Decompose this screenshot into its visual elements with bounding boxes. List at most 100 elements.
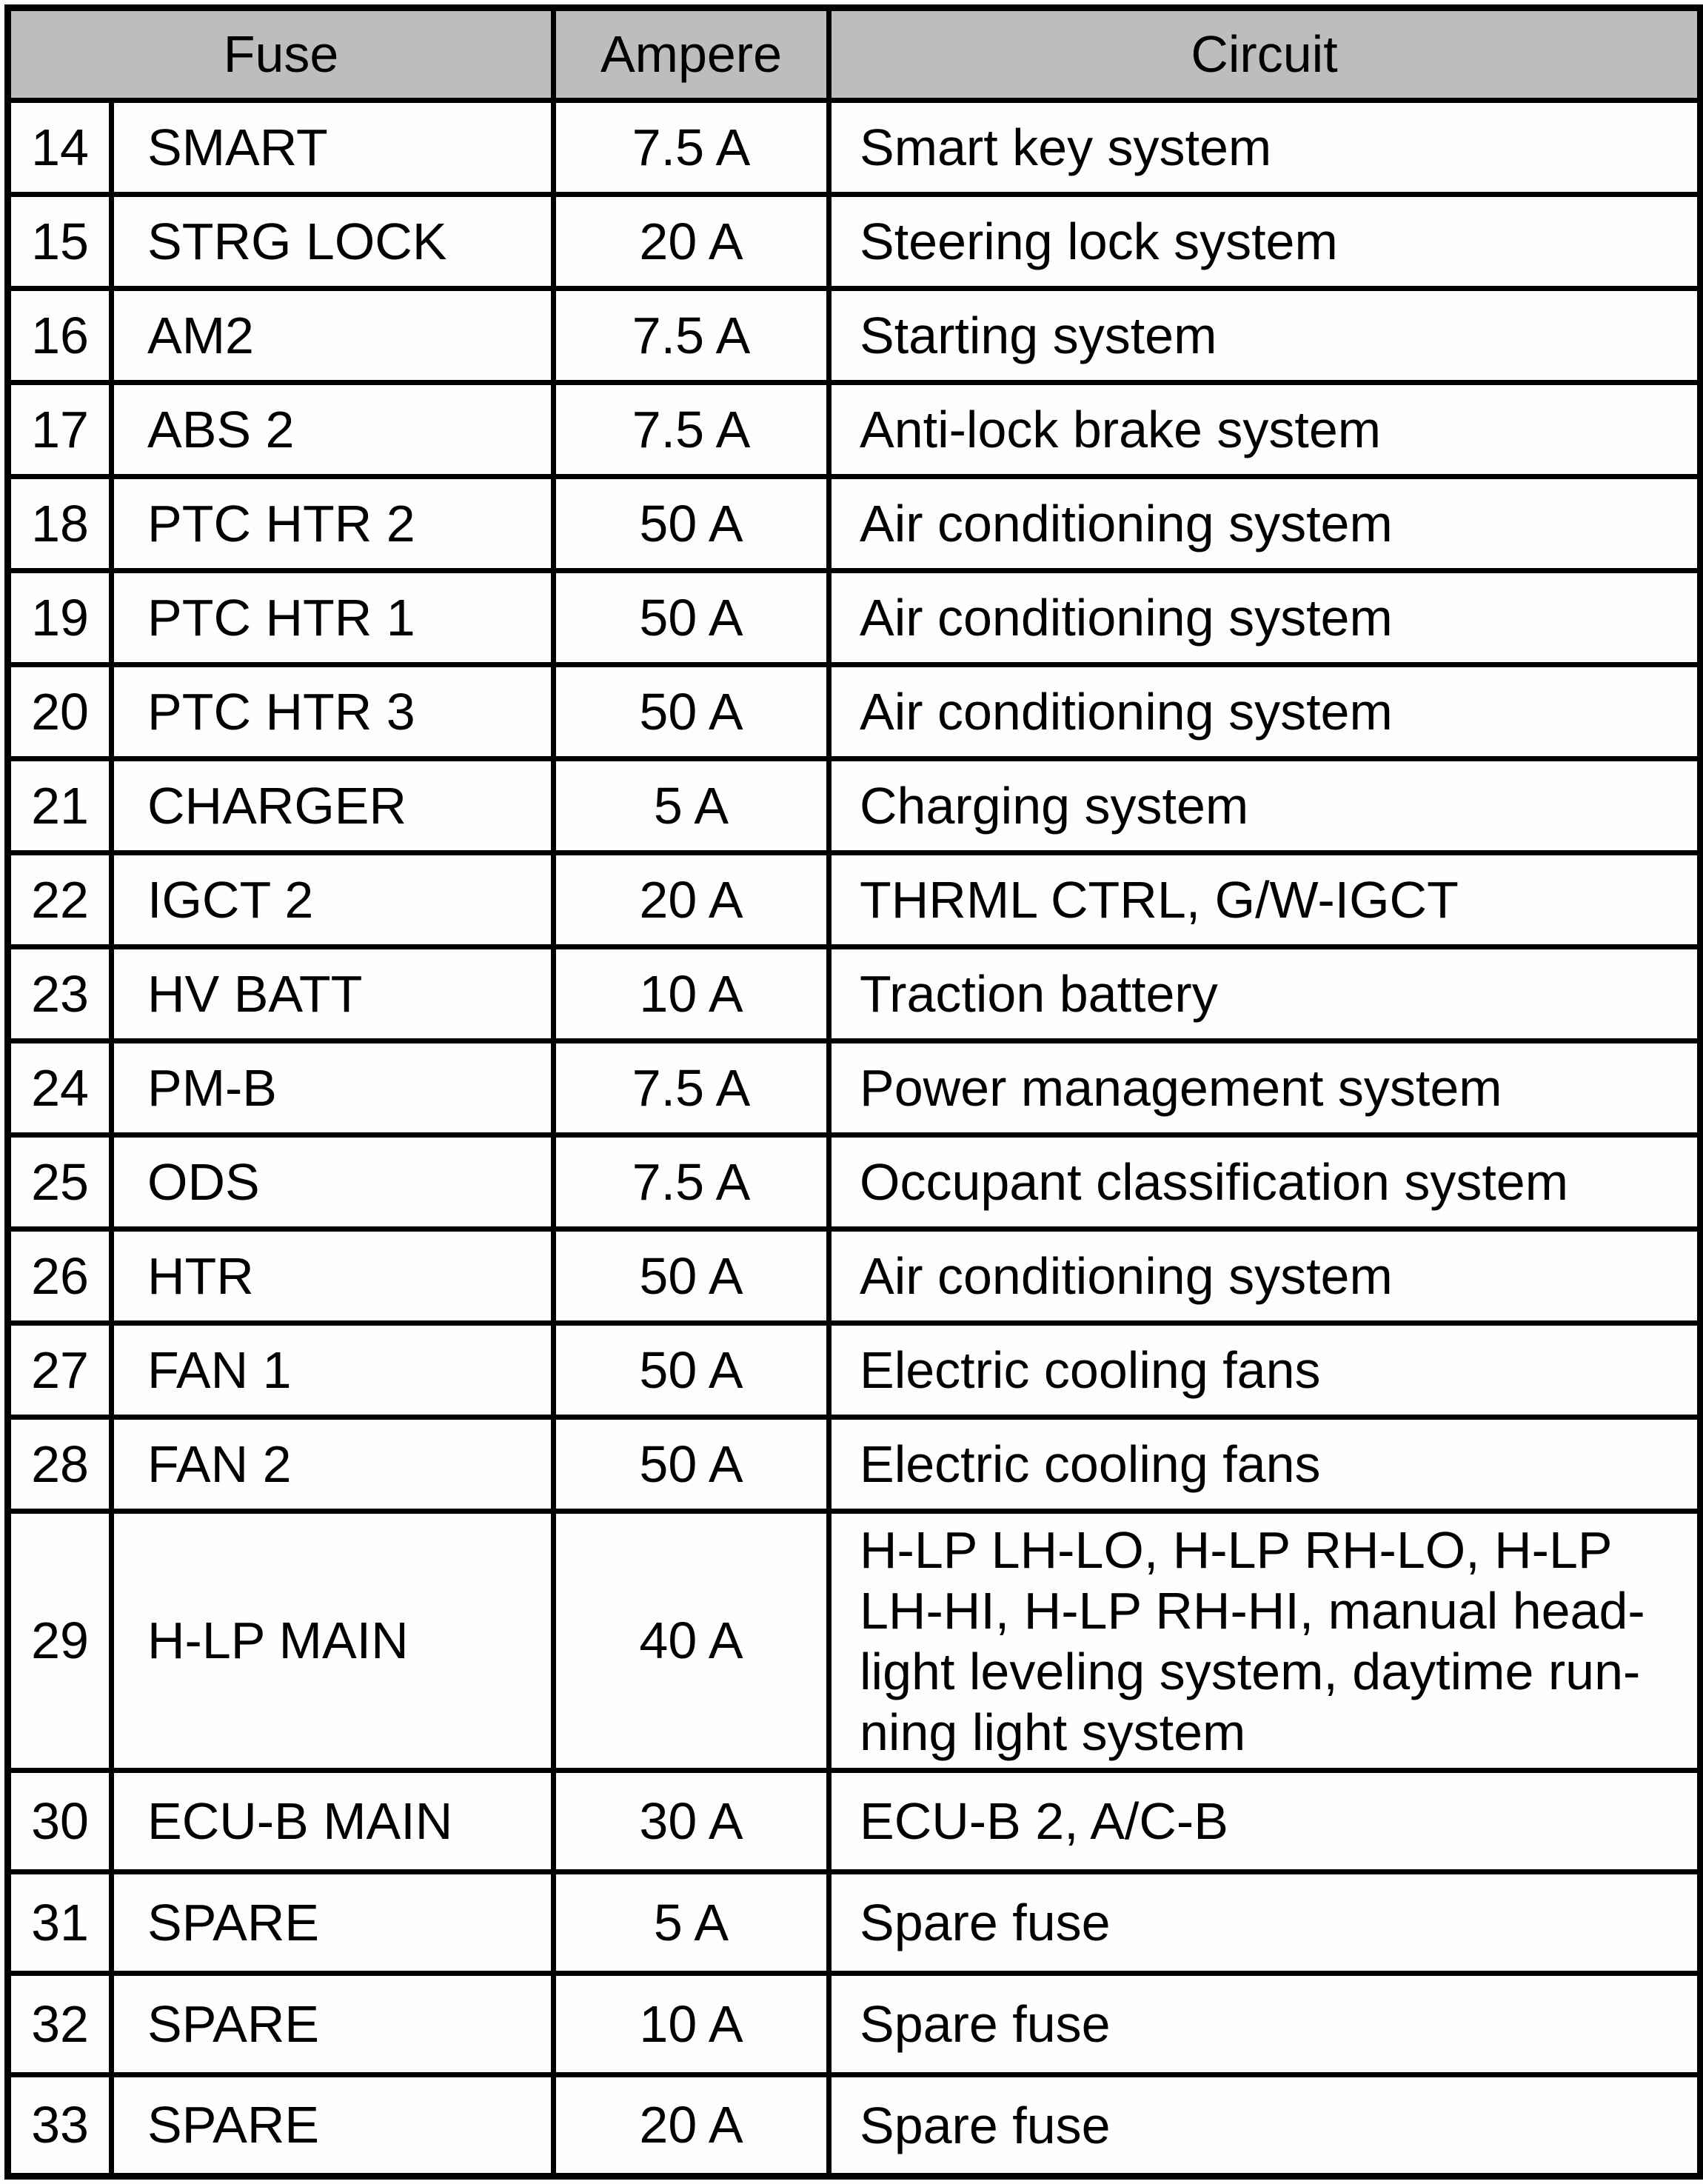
circuit-cell: Electric cooling fans bbox=[826, 1320, 1703, 1420]
table-row: 29 H-LP MAIN 40 A H-LP LH-LO, H-LP RH-LO… bbox=[5, 1509, 1703, 1773]
fuse-name-cell: CHARGER bbox=[109, 756, 556, 855]
ampere-cell: 50 A bbox=[551, 1415, 832, 1514]
table-row: 16 AM2 7.5 A Starting system bbox=[5, 286, 1703, 385]
fuse-name-cell: FAN 2 bbox=[109, 1415, 556, 1514]
table-row: 23 HV BATT 10 A Traction battery bbox=[5, 944, 1703, 1043]
table-row: 27 FAN 1 50 A Electric cooling fans bbox=[5, 1320, 1703, 1420]
circuit-cell: H-LP LH-LO, H-LP RH-LO, H-LP LH-HI, H-LP… bbox=[826, 1509, 1703, 1773]
table-row: 22 IGCT 2 20 A THRML CTRL, G/W-IGCT bbox=[5, 850, 1703, 949]
ampere-cell: 5 A bbox=[551, 1869, 832, 1976]
ampere-cell: 7.5 A bbox=[551, 1132, 832, 1232]
table-row: 14 SMART 7.5 A Smart key system bbox=[5, 98, 1703, 197]
circuit-cell: Air conditioning system bbox=[826, 568, 1703, 667]
circuit-cell: Spare fuse bbox=[826, 1869, 1703, 1976]
circuit-cell: Anti-lock brake system bbox=[826, 380, 1703, 479]
circuit-cell: Spare fuse bbox=[826, 2072, 1703, 2179]
circuit-cell: Spare fuse bbox=[826, 1971, 1703, 2077]
table-row: 25 ODS 7.5 A Occupant classification sys… bbox=[5, 1132, 1703, 1232]
fuse-name-cell: ABS 2 bbox=[109, 380, 556, 479]
table-row: 17 ABS 2 7.5 A Anti-lock brake system bbox=[5, 380, 1703, 479]
circuit-cell: Steering lock system bbox=[826, 192, 1703, 291]
ampere-cell: 5 A bbox=[551, 756, 832, 855]
circuit-cell: ECU-B 2, A/C-B bbox=[826, 1768, 1703, 1874]
circuit-cell: Occupant classification system bbox=[826, 1132, 1703, 1232]
fuse-name-cell: STRG LOCK bbox=[109, 192, 556, 291]
fuse-name-cell: AM2 bbox=[109, 286, 556, 385]
circuit-cell: Air conditioning system bbox=[826, 1226, 1703, 1326]
fuse-number-cell: 16 bbox=[5, 286, 114, 385]
fuse-name-cell: SPARE bbox=[109, 2072, 556, 2179]
fuse-number-cell: 17 bbox=[5, 380, 114, 479]
fuse-number-cell: 15 bbox=[5, 192, 114, 291]
fuse-number-cell: 33 bbox=[5, 2072, 114, 2179]
fuse-number-cell: 29 bbox=[5, 1509, 114, 1773]
ampere-cell: 7.5 A bbox=[551, 1038, 832, 1138]
ampere-cell: 20 A bbox=[551, 2072, 832, 2179]
ampere-cell: 7.5 A bbox=[551, 98, 832, 197]
fuse-number-cell: 20 bbox=[5, 662, 114, 761]
ampere-cell: 10 A bbox=[551, 1971, 832, 2077]
fuse-number-cell: 30 bbox=[5, 1768, 114, 1874]
fuse-number-cell: 25 bbox=[5, 1132, 114, 1232]
fuse-number-cell: 28 bbox=[5, 1415, 114, 1514]
fuse-table: Fuse Ampere Circuit 14 SMART 7.5 A Smart… bbox=[4, 4, 1703, 2180]
fuse-name-cell: ECU-B MAIN bbox=[109, 1768, 556, 1874]
table-row: 31 SPARE 5 A Spare fuse bbox=[5, 1869, 1703, 1976]
header-fuse: Fuse bbox=[5, 5, 556, 103]
circuit-cell: THRML CTRL, G/W-IGCT bbox=[826, 850, 1703, 949]
fuse-name-cell: IGCT 2 bbox=[109, 850, 556, 949]
fuse-number-cell: 22 bbox=[5, 850, 114, 949]
table-row: 21 CHARGER 5 A Charging system bbox=[5, 756, 1703, 855]
ampere-cell: 40 A bbox=[551, 1509, 832, 1773]
fuse-name-cell: SPARE bbox=[109, 1869, 556, 1976]
header-circuit: Circuit bbox=[826, 5, 1703, 103]
fuse-name-cell: SMART bbox=[109, 98, 556, 197]
table-row: 18 PTC HTR 2 50 A Air conditioning syste… bbox=[5, 474, 1703, 573]
header-row: Fuse Ampere Circuit bbox=[5, 5, 1703, 103]
table-row: 33 SPARE 20 A Spare fuse bbox=[5, 2072, 1703, 2179]
fuse-name-cell: PTC HTR 1 bbox=[109, 568, 556, 667]
table-row: 15 STRG LOCK 20 A Steering lock system bbox=[5, 192, 1703, 291]
fuse-name-cell: SPARE bbox=[109, 1971, 556, 2077]
fuse-name-cell: PM-B bbox=[109, 1038, 556, 1138]
ampere-cell: 20 A bbox=[551, 850, 832, 949]
fuse-number-cell: 27 bbox=[5, 1320, 114, 1420]
ampere-cell: 7.5 A bbox=[551, 286, 832, 385]
fuse-number-cell: 14 bbox=[5, 98, 114, 197]
ampere-cell: 10 A bbox=[551, 944, 832, 1043]
ampere-cell: 30 A bbox=[551, 1768, 832, 1874]
fuse-name-cell: PTC HTR 3 bbox=[109, 662, 556, 761]
circuit-cell: Air conditioning system bbox=[826, 474, 1703, 573]
fuse-number-cell: 23 bbox=[5, 944, 114, 1043]
header-ampere: Ampere bbox=[551, 5, 832, 103]
fuse-name-cell: PTC HTR 2 bbox=[109, 474, 556, 573]
fuse-number-cell: 18 bbox=[5, 474, 114, 573]
ampere-cell: 50 A bbox=[551, 474, 832, 573]
table-row: 20 PTC HTR 3 50 A Air conditioning syste… bbox=[5, 662, 1703, 761]
fuse-number-cell: 26 bbox=[5, 1226, 114, 1326]
circuit-cell: Traction battery bbox=[826, 944, 1703, 1043]
table-row: 26 HTR 50 A Air conditioning system bbox=[5, 1226, 1703, 1326]
ampere-cell: 20 A bbox=[551, 192, 832, 291]
fuse-name-cell: HV BATT bbox=[109, 944, 556, 1043]
fuse-number-cell: 31 bbox=[5, 1869, 114, 1976]
table-row: 24 PM-B 7.5 A Power management system bbox=[5, 1038, 1703, 1138]
ampere-cell: 7.5 A bbox=[551, 380, 832, 479]
circuit-cell: Smart key system bbox=[826, 98, 1703, 197]
table-row: 28 FAN 2 50 A Electric cooling fans bbox=[5, 1415, 1703, 1514]
table-row: 32 SPARE 10 A Spare fuse bbox=[5, 1971, 1703, 2077]
fuse-number-cell: 21 bbox=[5, 756, 114, 855]
table-row: 30 ECU-B MAIN 30 A ECU-B 2, A/C-B bbox=[5, 1768, 1703, 1874]
ampere-cell: 50 A bbox=[551, 568, 832, 667]
fuse-number-cell: 24 bbox=[5, 1038, 114, 1138]
circuit-cell: Charging system bbox=[826, 756, 1703, 855]
circuit-cell: Air conditioning system bbox=[826, 662, 1703, 761]
fuse-name-cell: FAN 1 bbox=[109, 1320, 556, 1420]
fuse-number-cell: 32 bbox=[5, 1971, 114, 2077]
fuse-name-cell: ODS bbox=[109, 1132, 556, 1232]
fuse-name-cell: H-LP MAIN bbox=[109, 1509, 556, 1773]
ampere-cell: 50 A bbox=[551, 662, 832, 761]
circuit-cell: Power management system bbox=[826, 1038, 1703, 1138]
ampere-cell: 50 A bbox=[551, 1226, 832, 1326]
